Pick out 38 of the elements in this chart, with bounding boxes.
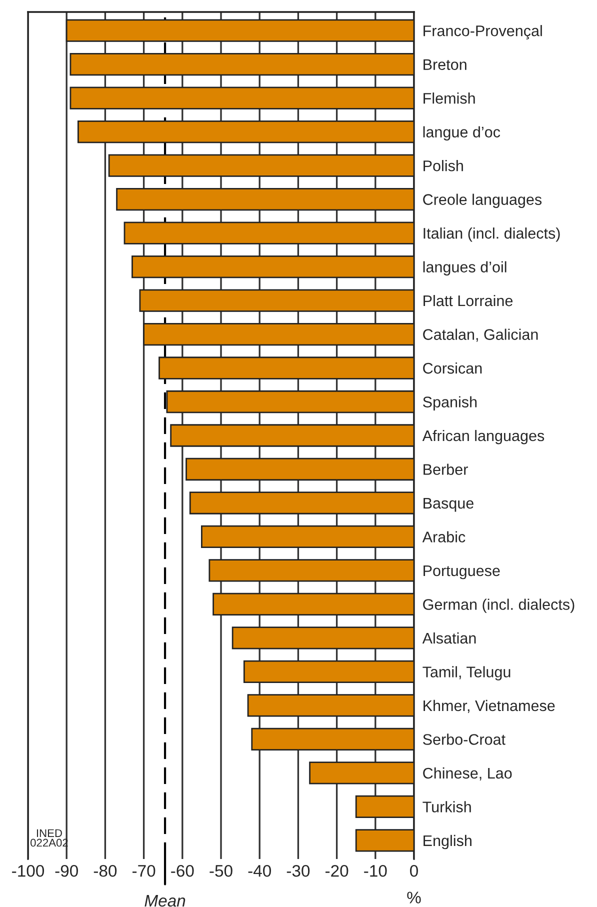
y-tick-label: Creole languages: [423, 194, 542, 208]
y-tick-label: Italian (incl. dialects): [424, 227, 560, 242]
y-tick-label: English: [424, 834, 472, 850]
y-tick-label: langues d’oil: [423, 261, 506, 276]
x-tick-label: -100: [12, 864, 44, 877]
y-tick-label: Serbo-Croat: [423, 734, 506, 745]
y-tick-label: Tamil, Telugu: [422, 666, 510, 680]
y-tick-label: Franco-Provençal: [424, 25, 542, 40]
y-tick-label: Arabic: [422, 531, 466, 542]
x-tick-label: -10: [364, 864, 387, 877]
x-tick-label: -30: [286, 864, 310, 877]
x-tick-label: -20: [325, 864, 348, 877]
y-tick-label: Turkish: [422, 801, 471, 812]
y-tick-label: Breton: [424, 59, 466, 70]
ref-line-label: Mean: [144, 895, 186, 907]
x-tick-label: -60: [171, 864, 194, 877]
y-tick-label: Portuguese: [424, 566, 500, 580]
y-tick-label: langue d’oc: [423, 126, 500, 140]
y-tick-label: Berber: [424, 464, 468, 475]
x-tick-label: -90: [55, 864, 78, 877]
x-tick-label: 0: [410, 864, 418, 877]
y-tick-label: Khmer, Vietnamese: [424, 700, 555, 713]
y-tick-label: German (incl. dialects): [423, 598, 574, 613]
x-tick-label: -50: [210, 864, 232, 877]
x-tick-label: -80: [94, 864, 117, 877]
y-tick-label: Corsican: [423, 362, 482, 374]
y-tick-label: Basque: [424, 498, 474, 512]
y-tick-label: Platt Lorraine: [424, 294, 513, 306]
y-tick-label: Spanish: [423, 396, 477, 410]
y-tick-label: Flemish: [424, 92, 475, 104]
y-tick-label: Alsatian: [422, 632, 476, 644]
y-tick-label: Polish: [424, 160, 463, 172]
x-tick-label: -70: [132, 864, 156, 877]
x-axis-title: %: [407, 892, 421, 904]
y-tick-label: African languages: [422, 430, 544, 444]
y-tick-label: Catalan, Galician: [423, 328, 538, 342]
y-tick-label: Chinese, Lao: [423, 767, 512, 780]
x-tick-label: -40: [248, 864, 271, 877]
